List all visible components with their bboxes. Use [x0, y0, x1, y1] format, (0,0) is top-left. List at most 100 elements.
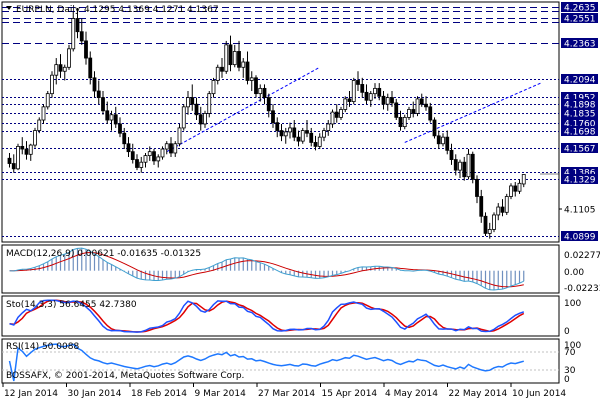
candle: [249, 71, 254, 92]
stoch-main-line: [9, 299, 525, 333]
trendline[interactable]: [166, 66, 320, 153]
candle: [16, 143, 20, 171]
candle: [377, 83, 382, 101]
candle: [37, 117, 42, 134]
price-axis-label: 4.1105: [559, 206, 596, 216]
candle: [292, 120, 297, 142]
candle: [330, 109, 335, 128]
candle: [445, 130, 450, 155]
candle: [92, 71, 97, 98]
candle: [241, 58, 246, 78]
date-axis: 12 Jan 2014 30 Jan 2014 18 Feb 2014 9 Mar 2…: [2, 383, 566, 399]
candle: [351, 77, 356, 105]
svg-text:4.1329: 4.1329: [564, 176, 596, 186]
stoch-label: Sto(14,3,3) 56.6455 42.7380: [6, 300, 137, 310]
candle: [232, 44, 237, 68]
trendlines: [166, 66, 541, 153]
candle: [436, 130, 441, 150]
svg-text:4.1567: 4.1567: [564, 145, 596, 155]
candle: [113, 106, 118, 128]
candle: [164, 141, 169, 155]
candle: [475, 175, 479, 204]
candle: [441, 133, 445, 147]
rsi-axis-0: 0: [564, 375, 570, 385]
svg-text:4.2635: 4.2635: [564, 4, 596, 14]
candle: [50, 71, 54, 98]
svg-text:4.2551: 4.2551: [564, 15, 596, 25]
candle: [343, 96, 348, 113]
candle: [271, 104, 275, 128]
price-axis-label: 4.1835: [561, 108, 598, 120]
svg-text:4.1760: 4.1760: [564, 120, 596, 130]
candle: [152, 149, 156, 165]
candle: [84, 31, 88, 65]
candle: [483, 212, 488, 237]
candle: [513, 181, 518, 197]
candle: [109, 110, 114, 131]
date-label: 27 Mar 2014: [258, 389, 315, 399]
rsi-pane[interactable]: [1, 338, 560, 384]
rsi-label: RSI(14) 50.0088: [6, 342, 79, 352]
candle: [466, 149, 471, 180]
candle: [432, 117, 437, 139]
candle: [33, 127, 37, 148]
candle: [88, 51, 93, 85]
candle: [402, 114, 407, 130]
candle: [122, 127, 127, 150]
candle: [135, 154, 139, 171]
candle: [190, 84, 195, 111]
macd-axis-zero: 0.00: [564, 268, 584, 278]
candle: [470, 151, 475, 184]
macd-signal-line: [9, 251, 524, 288]
candle: [407, 106, 411, 121]
date-label: 4 May 2014: [385, 389, 438, 399]
candle: [492, 212, 496, 233]
candle: [334, 104, 339, 123]
rsi-axis-70: 70: [564, 348, 576, 358]
price-axis-label: 4.1567: [561, 143, 598, 155]
candle: [258, 84, 263, 102]
candle: [381, 91, 386, 110]
candle: [186, 91, 190, 115]
svg-text:4.1105: 4.1105: [564, 206, 596, 216]
candle: [504, 193, 509, 215]
candle: [96, 80, 101, 105]
candle: [462, 156, 467, 181]
macd-main-line: [9, 247, 525, 291]
candle: [41, 104, 46, 124]
candle: [424, 96, 428, 111]
candle: [126, 137, 131, 157]
candle: [105, 101, 110, 124]
stoch-signal-line: [9, 299, 525, 333]
triangle-down-icon[interactable]: [6, 6, 12, 10]
candle: [75, 7, 80, 39]
rsi-axis-30: 30: [564, 366, 576, 376]
stoch-axis-bottom: 0: [564, 327, 570, 337]
candle: [305, 120, 309, 138]
svg-text:4.1698: 4.1698: [564, 128, 596, 138]
candle: [207, 91, 212, 118]
symbol-title: EURPLN, Daily: [16, 5, 81, 15]
price-axis-label: 4.0899: [561, 231, 598, 243]
candle: [283, 127, 288, 144]
candle: [428, 102, 433, 123]
candle: [266, 93, 271, 118]
candle: [71, 11, 76, 52]
candle: [194, 97, 199, 121]
macd-label: MACD(12,26,9) 0.00621 -0.01635 -0.01325: [6, 249, 201, 259]
candle: [45, 91, 50, 110]
price-axis-label: 4.1898: [561, 99, 598, 111]
candle: [177, 123, 182, 147]
candle: [279, 123, 284, 142]
candle: [415, 96, 420, 117]
candle: [500, 199, 505, 217]
price-pane[interactable]: [1, 1, 560, 243]
date-label: 30 Jan 2014: [68, 389, 122, 399]
candle: [147, 146, 152, 161]
svg-text:4.1898: 4.1898: [564, 101, 596, 111]
candle: [198, 106, 203, 131]
candle: [203, 110, 207, 128]
candle: [517, 179, 522, 194]
